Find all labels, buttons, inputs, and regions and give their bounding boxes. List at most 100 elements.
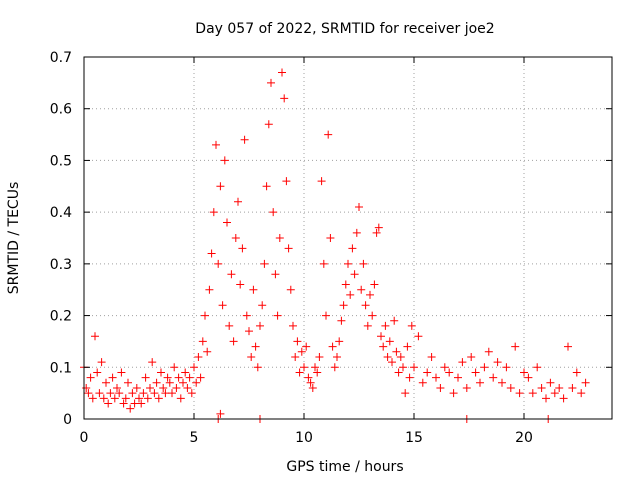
y-tick-label: 0.3 <box>50 257 72 273</box>
data-point <box>300 363 308 372</box>
data-point <box>374 223 383 232</box>
x-axis-title: GPS time / hours <box>286 459 403 475</box>
data-point <box>154 394 163 403</box>
data-point <box>489 373 498 382</box>
data-point <box>135 394 143 403</box>
data-point <box>286 285 295 294</box>
data-point <box>262 182 271 191</box>
data-point <box>476 378 484 387</box>
data-point <box>174 373 183 382</box>
y-tick-label: 0.4 <box>50 205 72 221</box>
data-point <box>302 342 311 351</box>
data-point <box>436 383 445 392</box>
data-point <box>401 389 410 398</box>
data-point <box>267 78 275 87</box>
data-point <box>247 352 256 361</box>
data-point <box>366 290 374 299</box>
data-point <box>82 383 91 392</box>
y-tick-label: 0.5 <box>50 153 72 169</box>
data-points <box>80 68 590 423</box>
data-point <box>418 378 427 387</box>
x-tick-label: 0 <box>80 430 89 446</box>
data-point <box>568 383 577 392</box>
data-point <box>572 368 581 377</box>
data-point <box>462 383 471 392</box>
y-axis-title: SRMTID / TECUs <box>6 182 22 295</box>
data-point <box>392 347 401 356</box>
data-point <box>357 285 366 294</box>
data-point <box>273 311 282 320</box>
y-tick-label: 0.7 <box>50 50 72 66</box>
data-point <box>381 321 390 330</box>
data-point <box>537 383 546 392</box>
data-point <box>368 311 377 320</box>
data-point <box>546 378 555 387</box>
data-point <box>104 399 113 408</box>
data-point <box>119 399 128 408</box>
data-point <box>449 389 458 398</box>
data-point <box>410 363 418 372</box>
data-point <box>542 394 550 403</box>
data-point <box>328 342 337 351</box>
data-point <box>216 409 225 418</box>
data-point <box>341 280 350 289</box>
y-tick-labels: 0 0.1 0.2 0.3 0.4 0.5 0.6 0.7 <box>50 50 72 428</box>
data-point <box>269 208 278 217</box>
data-point <box>315 352 324 361</box>
data-point <box>379 342 388 351</box>
data-point <box>333 352 341 361</box>
data-point <box>284 244 293 253</box>
data-point <box>110 394 119 403</box>
data-point <box>377 332 385 341</box>
data-point <box>212 140 220 149</box>
data-point <box>181 368 190 377</box>
data-point <box>196 373 205 382</box>
data-point <box>183 383 192 392</box>
data-point <box>454 373 462 382</box>
data-point <box>249 285 258 294</box>
data-point <box>295 368 304 377</box>
data-point <box>278 68 286 77</box>
data-point <box>427 352 436 361</box>
data-point <box>143 394 152 403</box>
data-point <box>275 234 284 242</box>
data-point <box>493 358 502 367</box>
data-point <box>170 363 179 372</box>
y-tick-label: 0.1 <box>50 360 72 376</box>
data-point <box>214 259 223 268</box>
data-point <box>205 285 214 294</box>
data-point <box>390 316 399 325</box>
data-point <box>511 342 520 351</box>
chart-title: Day 057 of 2022, SRMTID for receiver joe… <box>195 21 494 37</box>
axis-ticks <box>83 56 612 420</box>
data-point <box>346 290 355 299</box>
data-point <box>113 383 121 392</box>
data-point <box>359 259 368 268</box>
data-point <box>106 389 115 398</box>
data-point <box>192 378 201 387</box>
data-point <box>231 234 240 242</box>
data-point <box>253 363 262 372</box>
data-point <box>403 342 412 351</box>
data-point <box>533 363 542 372</box>
data-point <box>440 363 449 372</box>
data-point <box>163 373 172 382</box>
data-point <box>236 280 245 289</box>
data-point <box>172 383 181 392</box>
data-point <box>324 130 333 139</box>
data-point <box>344 259 352 268</box>
plot-frame <box>83 56 613 420</box>
data-point <box>385 337 394 346</box>
data-point <box>242 311 251 320</box>
data-point <box>216 182 225 191</box>
data-point <box>256 321 264 330</box>
data-point <box>108 373 117 382</box>
data-point <box>335 337 344 346</box>
data-point <box>141 373 150 382</box>
data-point <box>203 347 212 356</box>
data-point <box>95 389 104 398</box>
data-point <box>152 378 161 387</box>
data-point <box>394 368 403 377</box>
data-point <box>150 389 159 398</box>
